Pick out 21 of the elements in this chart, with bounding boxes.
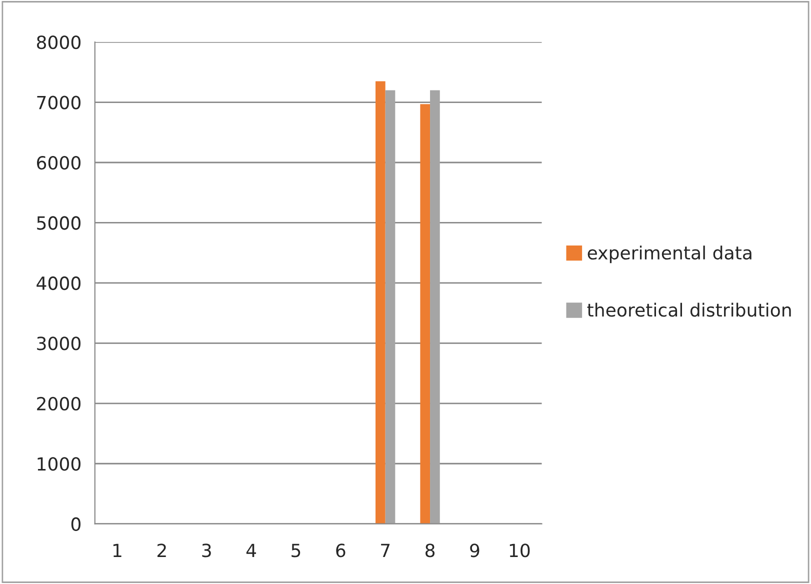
x-tick-label: 4	[246, 544, 256, 558]
y-tick-label: 5000	[37, 216, 80, 230]
x-tick-label: 3	[202, 544, 211, 558]
x-tick-label: 7	[381, 544, 390, 558]
y-tick-label: 8000	[36, 36, 80, 50]
x-tick-label: 6	[336, 544, 346, 558]
y-tick-label: 0	[71, 517, 80, 531]
y-tick-label: 1000	[38, 457, 80, 471]
x-tick-label: 1	[113, 544, 122, 558]
x-tick-label: 2	[157, 544, 166, 558]
x-tick-label: 5	[292, 544, 300, 558]
y-tick-label: 2000	[37, 396, 80, 411]
y-tick-label: 3000	[37, 336, 80, 350]
legend-label: theoretical distribution	[587, 302, 791, 317]
y-tick-label: 4000	[36, 276, 80, 290]
y-tick-label: 7000	[37, 96, 80, 110]
x-tick-label: 8	[426, 544, 435, 558]
y-tick-label: 6000	[37, 156, 80, 170]
x-tick-label: 10	[510, 544, 530, 558]
x-tick-label: 9	[470, 544, 480, 558]
legend-label: experimental data	[588, 246, 752, 264]
